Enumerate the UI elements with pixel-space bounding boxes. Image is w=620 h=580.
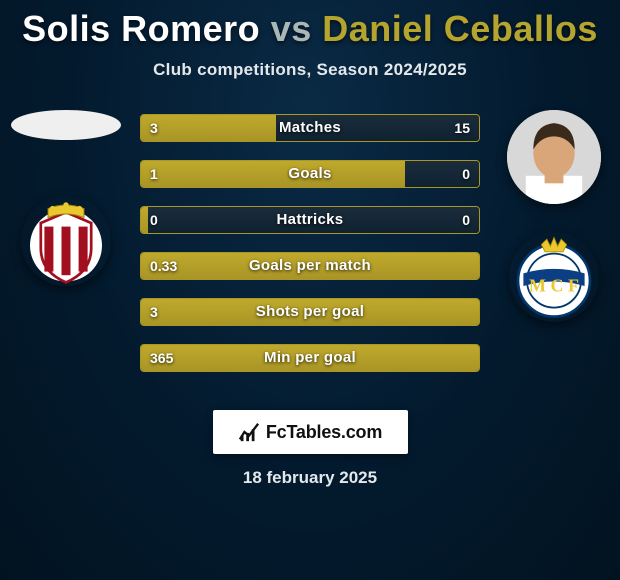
bar-value-right: 15 — [444, 114, 480, 142]
bar-value-right — [460, 252, 480, 280]
bar-row: Goals1 0 — [140, 160, 480, 188]
girona-crest-icon — [21, 196, 111, 286]
left-column — [6, 110, 126, 286]
real-madrid-crest-icon: M C F — [509, 232, 599, 322]
page-title: Solis Romero vs Daniel Ceballos — [0, 0, 620, 50]
bar-value-left: 0 — [140, 206, 168, 234]
bar-value-left: 3 — [140, 298, 168, 326]
bar-label: Hattricks — [140, 206, 480, 234]
bar-row: Min per goal365 — [140, 344, 480, 372]
bars-container: Matches315Goals10Hattricks00Goals per ma… — [140, 114, 480, 372]
real-madrid-crest: M C F — [509, 232, 599, 322]
bar-value-left: 1 — [140, 160, 168, 188]
bar-row: Hattricks0 0 — [140, 206, 480, 234]
girona-crest — [21, 196, 111, 286]
player2-avatar-icon — [507, 110, 601, 204]
bar-value-left: 3 — [140, 114, 168, 142]
right-column: M C F — [494, 110, 614, 322]
subtitle: Club competitions, Season 2024/2025 — [0, 60, 620, 80]
player2-name: Daniel Ceballos — [322, 8, 598, 49]
bar-value-right — [460, 298, 480, 326]
bar-label: Goals per match — [140, 252, 480, 280]
bar-label: Min per goal — [140, 344, 480, 372]
fctables-chart-icon — [238, 421, 260, 443]
date-text: 18 february 2025 — [0, 468, 620, 488]
bar-value-left: 0.33 — [140, 252, 187, 280]
bar-label: Shots per goal — [140, 298, 480, 326]
bar-row: Goals per match0.33 — [140, 252, 480, 280]
bar-label: Goals — [140, 160, 480, 188]
bar-value-right — [460, 344, 480, 372]
fctables-text: FcTables.com — [266, 422, 382, 443]
bar-value-left: 365 — [140, 344, 183, 372]
bar-row: Shots per goal3 — [140, 298, 480, 326]
fctables-badge: FcTables.com — [213, 410, 408, 454]
comparison-stage: M C F Matches315Goals10Hattricks00Goals … — [0, 110, 620, 390]
bar-label: Matches — [140, 114, 480, 142]
bar-value-right: 0 — [452, 160, 480, 188]
player2-avatar — [507, 110, 601, 204]
svg-text:M C F: M C F — [529, 275, 579, 295]
bar-row: Matches3 15 — [140, 114, 480, 142]
bar-value-right: 0 — [452, 206, 480, 234]
player1-name: Solis Romero — [22, 8, 260, 49]
player1-avatar — [11, 110, 121, 140]
vs-text: vs — [271, 8, 312, 49]
